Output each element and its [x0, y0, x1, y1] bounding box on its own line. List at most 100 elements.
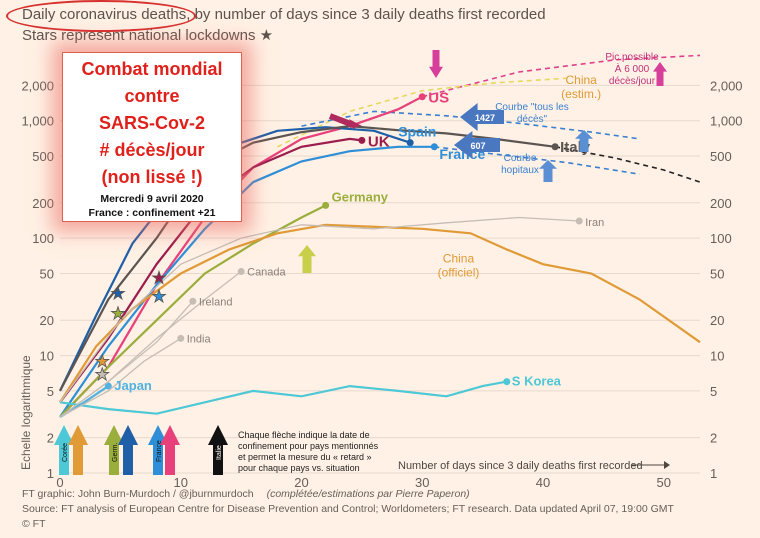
- callout-date: Mercredi 9 avril 2020: [100, 193, 204, 205]
- y-tick-label-left: 500: [32, 149, 54, 164]
- series-end-dot: [237, 267, 245, 275]
- callout-line-3: SARS-Cov-2: [98, 113, 205, 133]
- y-tick-label-right: 500: [710, 149, 732, 164]
- series-end-dot: [358, 136, 366, 144]
- series-end-dot: [189, 297, 197, 305]
- lockdown-arrow-label: Italie: [216, 445, 223, 460]
- y-tick-label-left: 100: [32, 231, 54, 246]
- callout-france: France : confinement +21: [88, 207, 216, 219]
- y-tick-label-right: 10: [710, 349, 724, 364]
- y-tick-label-left: 200: [32, 196, 54, 211]
- uk-arrow-shaft: [328, 113, 358, 129]
- series-line: [59, 145, 435, 418]
- series-end-dot: [575, 217, 583, 225]
- footer-completion: (complétée/estimations par Pierre Papero…: [266, 488, 470, 500]
- series-end-dot: [322, 201, 330, 209]
- lockdown-star: ★: [151, 287, 166, 306]
- title-highlight-ring: [6, 0, 196, 32]
- footer-source: Source: FT analysis of European Centre f…: [22, 503, 674, 515]
- arrow-1427: [460, 103, 504, 131]
- x-tick-label: 40: [536, 475, 550, 490]
- y-axis-label: Echelle logarithmique: [19, 355, 33, 470]
- series-end-dot: [430, 143, 438, 151]
- courbe-hop-text-0: Courbe: [504, 153, 537, 164]
- series-line: [59, 204, 327, 418]
- projection-line: [277, 77, 568, 148]
- y-tick-label-left: 10: [40, 349, 54, 364]
- y-tick-label-right: 2,000: [710, 78, 743, 93]
- arrow-1427-label: 1427: [475, 113, 495, 123]
- series-label-s-korea: S Korea: [512, 374, 562, 389]
- series-line: [59, 337, 182, 418]
- fleche-text-3: pour chaque pays vs. situation: [238, 463, 360, 473]
- y-tick-label-left: 2,000: [21, 78, 54, 93]
- us-peak-arrow: [429, 50, 443, 78]
- series-label-india: India: [187, 333, 212, 345]
- y-tick-label-right: 2: [710, 431, 717, 446]
- series-line: [59, 380, 508, 415]
- peak-up-arrow: [653, 62, 667, 86]
- china-estim-label-2: (estim.): [561, 87, 601, 101]
- y-tick-label-right: 100: [710, 231, 732, 246]
- x-tick-label: 30: [415, 475, 429, 490]
- lockdown-arrow: [208, 425, 228, 475]
- callout-box: Combat mondial contre SARS-Cov-2 # décès…: [62, 52, 242, 222]
- courbe-hop-text-1: hopitaux: [501, 165, 539, 176]
- series-label-uk: UK: [368, 133, 390, 150]
- china-official-label: China: [443, 252, 475, 266]
- lockdown-arrow: [68, 425, 88, 475]
- fleche-text-0: Chaque flèche indique la date de: [238, 430, 370, 440]
- pic-possible-text-0: Pic possible: [605, 52, 659, 63]
- lockdown-star: ★: [151, 269, 166, 288]
- callout-line-4: # décès/jour: [99, 140, 205, 160]
- chart-title: Daily coronavirus deaths, by number of d…: [22, 6, 546, 23]
- y-tick-label-left: 5: [47, 384, 54, 399]
- courbe-deces-text-1: décès": [517, 114, 548, 125]
- china-estim-label: China: [565, 73, 597, 87]
- y-tick-label-right: 20: [710, 313, 724, 328]
- lockdown-arrow: [54, 425, 74, 475]
- series-end-dot: [177, 334, 185, 342]
- callout-line-2: contre: [124, 86, 180, 106]
- arrow-607-label: 607: [470, 141, 485, 151]
- footer-copyright: © FT: [22, 518, 46, 530]
- courbe-hop-arrow: [539, 160, 557, 182]
- callout-line-5: (non lissé !): [101, 167, 203, 187]
- series-line: [59, 300, 194, 418]
- y-tick-label-left: 2: [47, 431, 54, 446]
- footer-credit: FT graphic: John Burn-Murdoch / @jburnmu…: [22, 488, 254, 500]
- chart-subtitle: Stars represent national lockdowns ★: [22, 27, 274, 44]
- y-tick-label-right: 50: [710, 266, 724, 281]
- x-axis-arrow-head: [664, 461, 670, 469]
- footer-credit-row: FT graphic: John Burn-Murdoch / @jburnmu…: [22, 488, 470, 500]
- lockdown-arrow: [118, 425, 138, 475]
- series-end-dot: [406, 139, 414, 147]
- series-line: [59, 223, 701, 403]
- lockdown-arrow: [160, 425, 180, 475]
- y-tick-label-right: 5: [710, 384, 717, 399]
- germany-arrow: [298, 245, 316, 273]
- series-label-spain: Spain: [398, 124, 436, 140]
- series-line: [59, 124, 556, 392]
- china-official-label-2: (officiel): [438, 266, 480, 280]
- x-tick-label: 0: [56, 475, 63, 490]
- y-tick-label-right: 1,000: [710, 114, 743, 129]
- pic-possible-text-2: décès/jour: [609, 76, 656, 87]
- pic-possible-text-1: À 6 000: [615, 62, 650, 75]
- series-line: [59, 216, 580, 403]
- arrow-607: [454, 131, 500, 159]
- y-tick-label-left: 1,000: [21, 114, 54, 129]
- callout-line-1: Combat mondial: [81, 59, 223, 79]
- y-tick-label-left: 1: [47, 466, 54, 481]
- projection-line: [422, 54, 701, 98]
- lockdown-arrow: [104, 425, 124, 475]
- lockdown-star: ★: [110, 284, 125, 303]
- x-tick-label: 10: [174, 475, 188, 490]
- y-tick-label-left: 20: [40, 313, 54, 328]
- projection-line: [554, 146, 701, 183]
- lockdown-star: ★: [95, 352, 110, 371]
- series-end-dot: [418, 93, 426, 101]
- series-end-dot: [551, 143, 559, 151]
- lockdown-arrow-label: Germ.: [112, 443, 119, 463]
